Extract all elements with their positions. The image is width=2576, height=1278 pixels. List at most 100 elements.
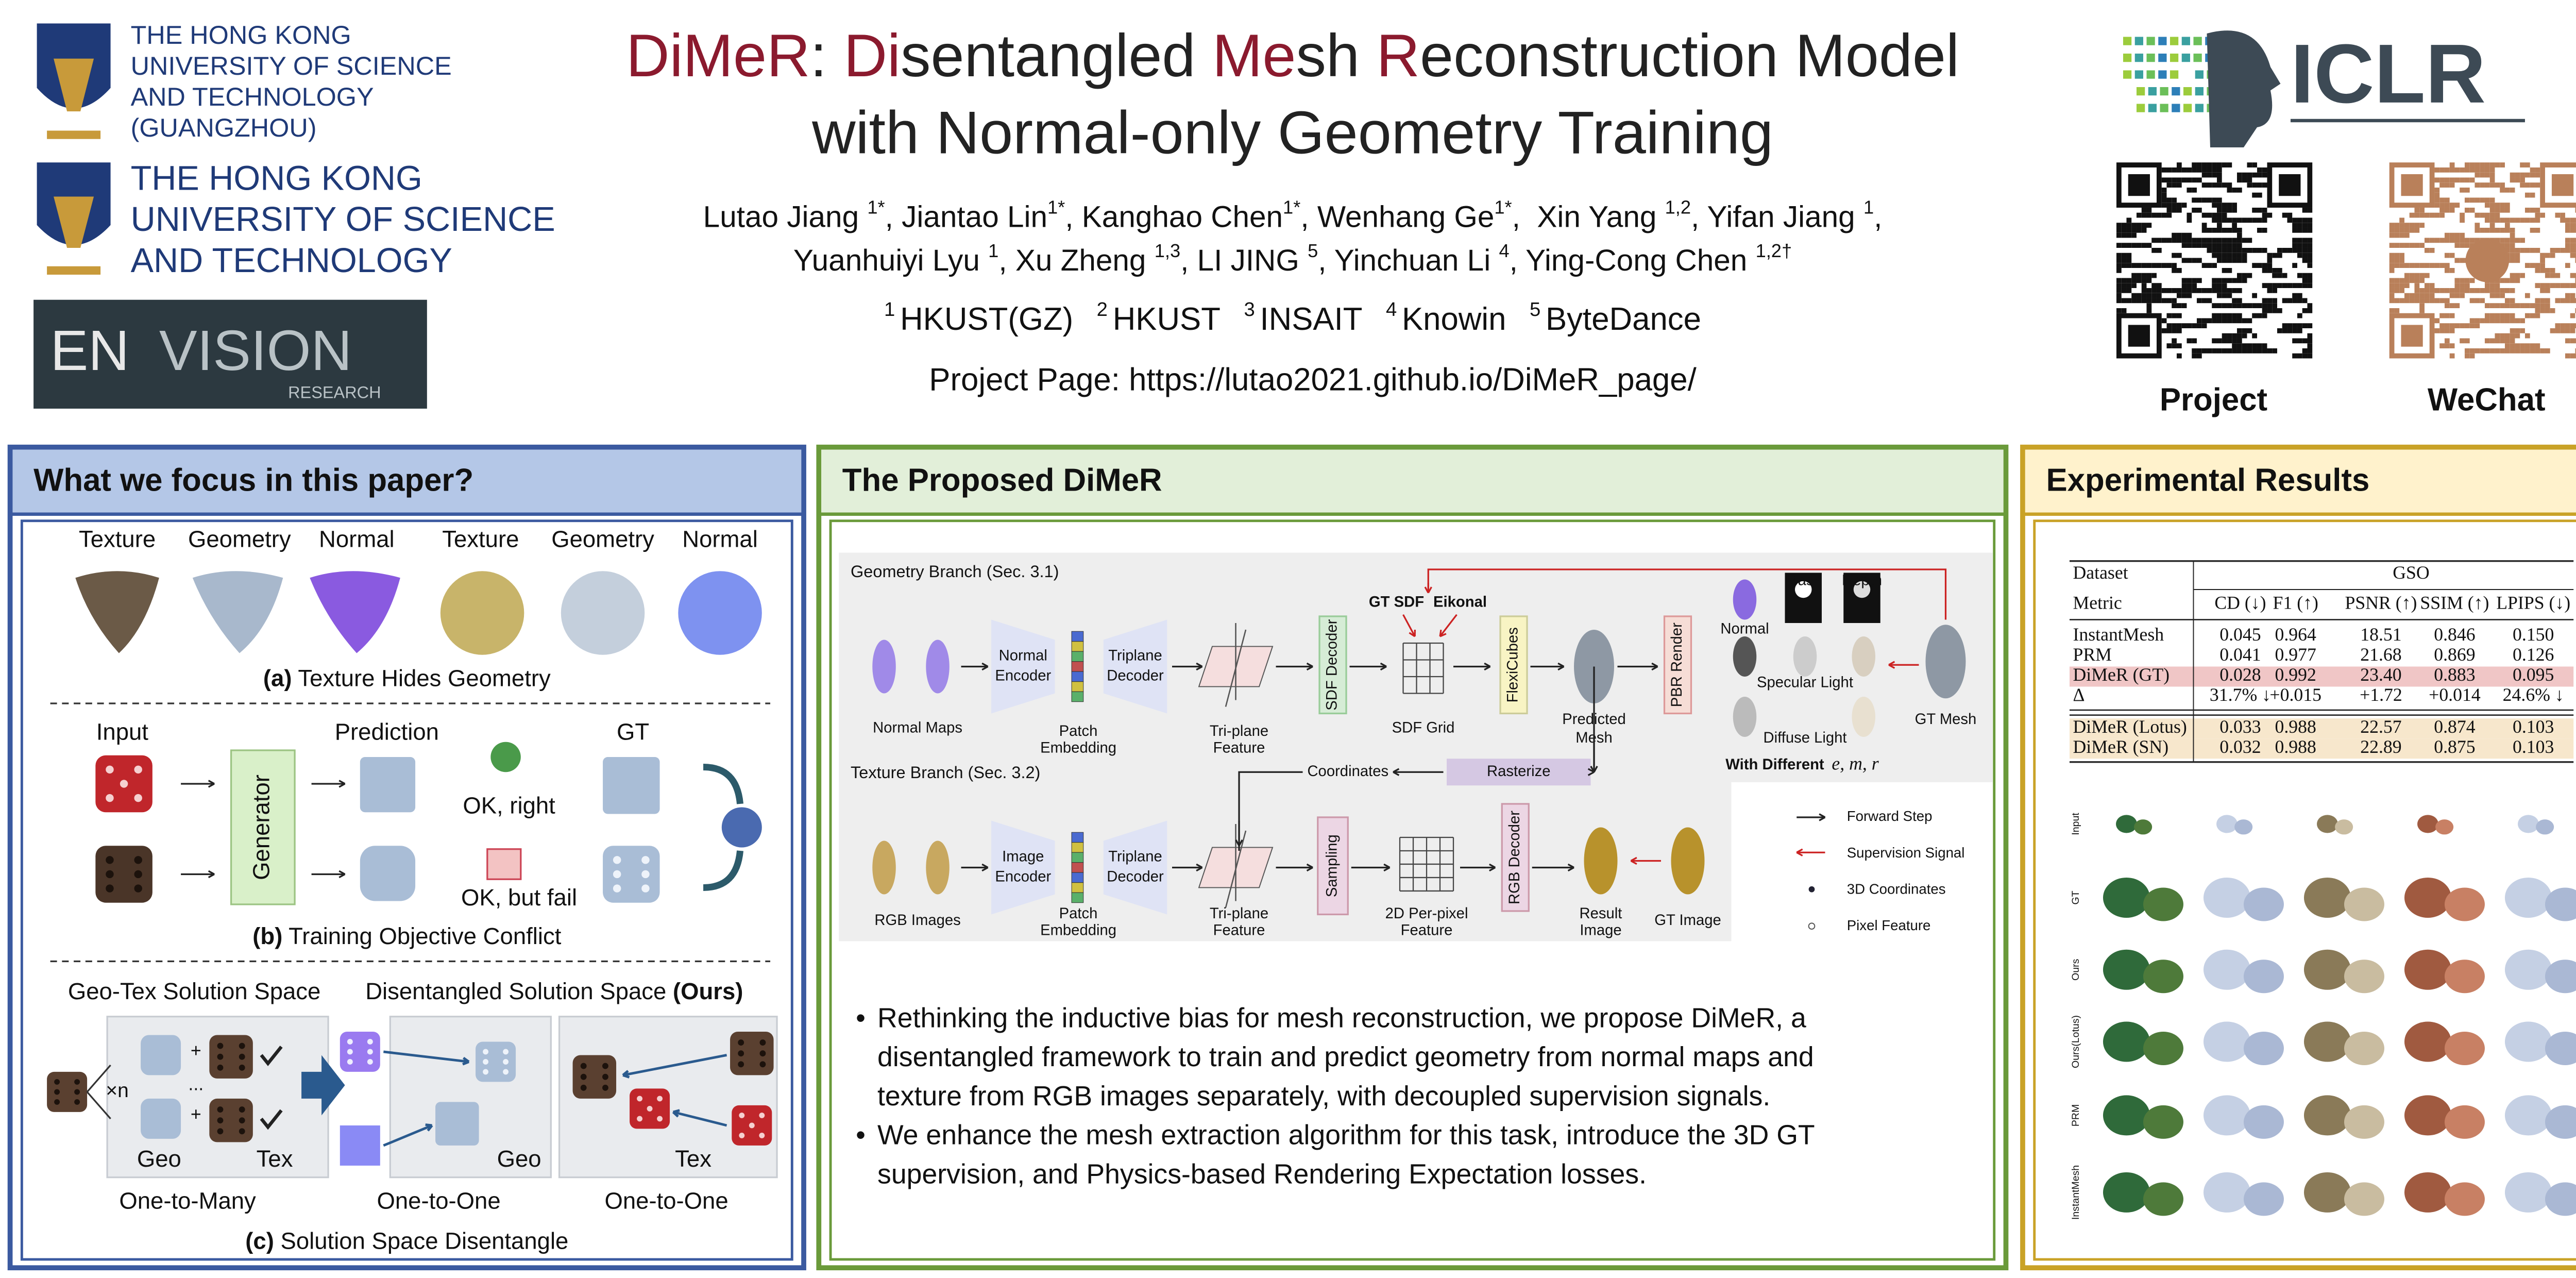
result-thumbnail	[2203, 1021, 2250, 1062]
module-label: GT Image	[1654, 912, 1721, 929]
qr-module	[2207, 298, 2212, 304]
qr-module	[2242, 273, 2247, 278]
qr-module	[2504, 313, 2510, 318]
row-label: InstantMesh	[2070, 1165, 2081, 1220]
qr-module	[2460, 278, 2465, 283]
qr-module	[2439, 343, 2445, 348]
qr-module	[2439, 177, 2445, 183]
conflict-arrow	[703, 763, 744, 804]
qr-module	[2469, 323, 2475, 328]
qr-module	[2424, 263, 2430, 268]
table-cell: SSIM (↑)	[2420, 592, 2489, 613]
qr-module	[2460, 177, 2465, 183]
loss-label: GT SDF	[1369, 594, 1424, 611]
render-image	[1852, 696, 1875, 737]
qr-module	[2484, 162, 2490, 167]
qr-module	[2540, 348, 2545, 354]
qr-module	[2192, 243, 2197, 248]
qr-module	[2424, 283, 2430, 288]
qr-module	[2212, 162, 2217, 167]
panel-title-bar	[12, 449, 802, 514]
module-label: Encoder	[995, 869, 1051, 885]
conference-logo-mark	[2170, 70, 2179, 79]
qr-module	[2520, 238, 2525, 243]
qr-module	[2172, 203, 2177, 208]
result-thumbnail	[2545, 887, 2576, 921]
qr-module	[2565, 353, 2570, 359]
qr-module	[2136, 223, 2142, 228]
qr-module	[2126, 283, 2132, 288]
qr-module	[2489, 227, 2495, 233]
qr-module	[2181, 177, 2187, 183]
qr-module	[2439, 182, 2445, 188]
qr-module	[2141, 223, 2147, 228]
qr-module	[2444, 343, 2450, 348]
qr-module	[2297, 298, 2302, 304]
result-thumbnail	[2344, 1105, 2384, 1139]
column-label: Input	[96, 718, 149, 745]
qr-module	[2575, 298, 2576, 304]
qr-module	[2480, 227, 2485, 233]
qr-module	[2187, 238, 2192, 243]
qr-module	[2454, 167, 2460, 173]
qr-module	[2187, 288, 2192, 293]
qr-module	[2530, 343, 2535, 348]
qr-module	[2515, 328, 2520, 333]
qr-module	[2131, 243, 2137, 248]
author-part: , Yinchuan Li	[1318, 244, 1499, 278]
table-cell: 22.89	[2360, 736, 2401, 757]
gt-mesh-image	[1925, 625, 1966, 699]
qr-module	[2262, 227, 2267, 233]
qr-module	[2222, 212, 2227, 218]
qr-module	[2302, 217, 2308, 223]
qr-module	[2404, 243, 2410, 248]
qr-module	[2141, 227, 2147, 233]
table-cell: 0.028	[2219, 664, 2261, 685]
die-dot	[134, 856, 142, 864]
generator-label: Generator	[248, 775, 274, 880]
qr-module	[2216, 348, 2222, 354]
qr-module	[2236, 333, 2242, 339]
prediction-image	[360, 846, 416, 901]
qr-module	[2272, 348, 2277, 354]
qr-module	[2449, 293, 2455, 298]
space-label: Geo	[497, 1146, 541, 1172]
result-thumbnail	[2216, 815, 2238, 833]
qr-module	[2495, 238, 2500, 243]
qr-module	[2151, 247, 2157, 253]
qr-module	[2151, 283, 2157, 288]
qr-module	[2192, 338, 2197, 344]
qr-module	[2515, 303, 2520, 308]
arrow-head	[462, 1056, 470, 1066]
module-label: Coordinates	[1307, 763, 1388, 780]
qr-module	[2545, 303, 2550, 308]
qr-module	[2500, 182, 2505, 188]
qr-module	[2307, 283, 2313, 288]
qr-module	[2535, 343, 2540, 348]
qr-module	[2510, 333, 2515, 339]
qr-module	[2232, 217, 2237, 223]
qr-module	[2429, 212, 2435, 218]
module-label: Feature	[1213, 739, 1265, 756]
qr-module	[2389, 223, 2395, 228]
qr-module	[2464, 187, 2470, 193]
qr-module	[2302, 338, 2308, 344]
qr-module	[2292, 283, 2297, 288]
qr-module	[2126, 253, 2132, 258]
qr-module	[2216, 227, 2222, 233]
qr-module	[2389, 243, 2395, 248]
die	[209, 1098, 253, 1142]
qr-module	[2151, 238, 2157, 243]
qr-module	[2444, 303, 2450, 308]
die-dot	[641, 870, 650, 879]
qr-module	[2524, 343, 2530, 348]
qr-module	[2489, 177, 2495, 183]
die-dot	[74, 1079, 80, 1085]
qr-module	[2181, 323, 2187, 328]
author-part: 1	[988, 240, 998, 261]
die-dot	[217, 1128, 224, 1135]
result-thumbnail	[2203, 949, 2250, 990]
qr-module	[2500, 313, 2505, 318]
qr-module	[2212, 253, 2217, 258]
lab-logo-text: VISION	[159, 319, 352, 382]
